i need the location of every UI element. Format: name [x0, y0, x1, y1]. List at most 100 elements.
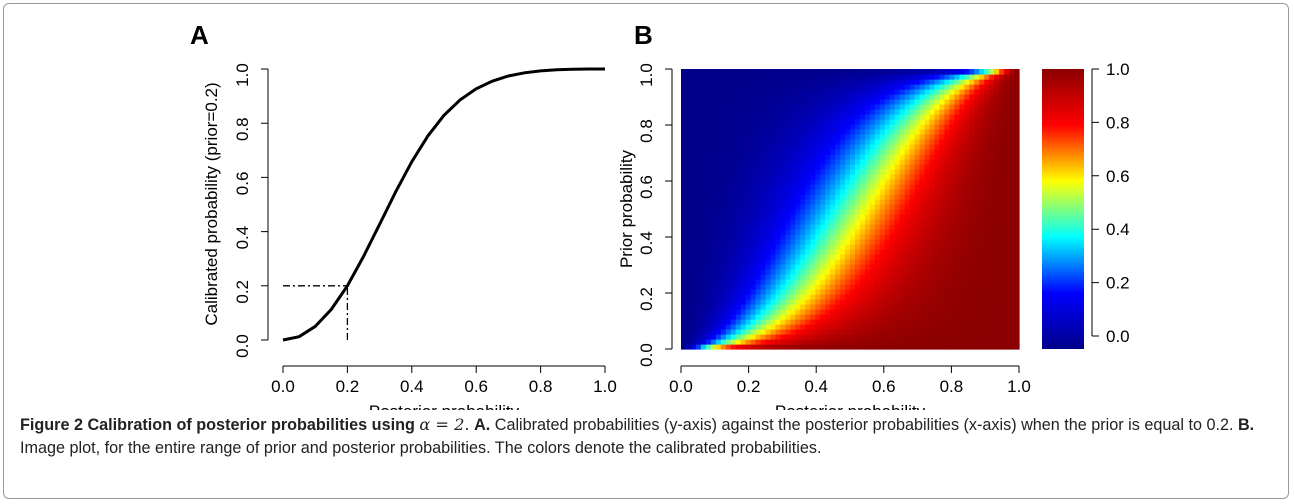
heatmap-cell	[850, 344, 856, 350]
heatmap-cell	[790, 304, 796, 310]
heatmap-cell	[770, 209, 777, 215]
heatmap-cell	[954, 84, 960, 90]
heatmap-cell	[984, 234, 990, 240]
heatmap-cell	[929, 254, 936, 260]
heatmap-cell	[899, 239, 906, 245]
heatmap-cell	[685, 219, 692, 225]
heatmap-cell	[949, 149, 955, 155]
heatmap-cell	[795, 324, 801, 330]
heatmap-cell	[984, 289, 990, 295]
heatmap-cell	[859, 114, 866, 120]
heatmap-cell	[770, 129, 777, 135]
heatmap-cell	[939, 334, 946, 340]
heatmap-cell	[710, 174, 717, 180]
heatmap-cell	[725, 229, 732, 235]
heatmap-cell	[780, 184, 786, 190]
heatmap-cell	[914, 294, 921, 300]
heatmap-cell	[690, 319, 697, 325]
heatmap-cell	[994, 304, 1000, 310]
heatmap-cell	[964, 234, 970, 240]
heatmap-cell	[974, 274, 980, 280]
heatmap-cell	[690, 184, 697, 190]
heatmap-cell	[944, 164, 951, 170]
heatmap-cell	[999, 234, 1005, 240]
heatmap-cell	[695, 234, 702, 240]
heatmap-cell	[859, 109, 866, 115]
heatmap-cell	[770, 299, 777, 305]
heatmap-cell	[780, 144, 786, 150]
heatmap-cell	[805, 274, 811, 280]
heatmap-cell	[919, 194, 926, 200]
heatmap-cell	[909, 249, 916, 255]
heatmap-cell	[690, 274, 697, 280]
heatmap-cell	[785, 224, 791, 230]
heatmap-cell	[944, 154, 951, 160]
heatmap-cell	[765, 169, 772, 175]
heatmap-cell	[949, 229, 955, 235]
heatmap-cell	[720, 194, 727, 200]
heatmap-cell	[934, 294, 941, 300]
heatmap-cell	[949, 169, 955, 175]
heatmap-cell	[710, 249, 717, 255]
heatmap-cell	[959, 129, 965, 135]
heatmap-cell	[685, 114, 692, 120]
heatmap-cell	[869, 234, 876, 240]
heatmap-cell	[979, 259, 985, 265]
heatmap-cell	[775, 169, 782, 175]
heatmap-cell	[800, 344, 806, 350]
heatmap-cell	[725, 179, 732, 185]
heatmap-cell	[755, 264, 762, 270]
heatmap-cell	[775, 284, 782, 290]
heatmap-cell	[969, 259, 975, 265]
heatmap-cell	[914, 119, 921, 125]
heatmap-cell	[825, 159, 831, 165]
heatmap-cell	[805, 294, 811, 300]
heatmap-cell	[884, 194, 891, 200]
heatmap-cell	[879, 219, 886, 225]
heatmap-cell	[904, 69, 911, 75]
heatmap-cell	[1004, 254, 1010, 260]
heatmap-cell	[740, 274, 747, 280]
heatmap-cell	[964, 309, 970, 315]
heatmap-cell	[705, 164, 712, 170]
heatmap-cell	[795, 139, 801, 145]
heatmap-cell	[830, 104, 836, 110]
heatmap-cell	[1014, 279, 1020, 285]
heatmap-cell	[909, 319, 916, 325]
heatmap-cell	[681, 204, 687, 210]
heatmap-cell	[685, 129, 692, 135]
heatmap-cell	[755, 74, 762, 80]
heatmap-cell	[835, 99, 841, 105]
heatmap-cell	[979, 224, 985, 230]
heatmap-cell	[715, 329, 722, 335]
heatmap-cell	[859, 339, 866, 345]
heatmap-cell	[740, 79, 747, 85]
heatmap-cell	[884, 179, 891, 185]
heatmap-cell	[820, 234, 826, 240]
heatmap-cell	[805, 79, 811, 85]
heatmap-cell	[755, 314, 762, 320]
heatmap-cell	[859, 119, 866, 125]
heatmap-cell	[755, 169, 762, 175]
heatmap-cell	[700, 179, 707, 185]
heatmap-cell	[780, 244, 786, 250]
heatmap-cell	[715, 114, 722, 120]
heatmap-cell	[989, 219, 995, 225]
heatmap-cell	[681, 114, 687, 120]
heatmap-cell	[850, 179, 856, 185]
heatmap-cell	[969, 324, 975, 330]
heatmap-cell	[710, 194, 717, 200]
heatmap-cell	[1009, 329, 1015, 335]
heatmap-cell	[780, 179, 786, 185]
heatmap-cell	[859, 254, 866, 260]
heatmap-cell	[685, 164, 692, 170]
heatmap-cell	[820, 189, 826, 195]
heatmap-cell	[690, 344, 697, 350]
heatmap-cell	[939, 69, 946, 75]
heatmap-cell	[904, 194, 911, 200]
heatmap-cell	[850, 269, 856, 275]
heatmap-cell	[1009, 189, 1015, 195]
heatmap-cell	[969, 334, 975, 340]
heatmap-cell	[685, 204, 692, 210]
heatmap-cell	[1004, 324, 1010, 330]
